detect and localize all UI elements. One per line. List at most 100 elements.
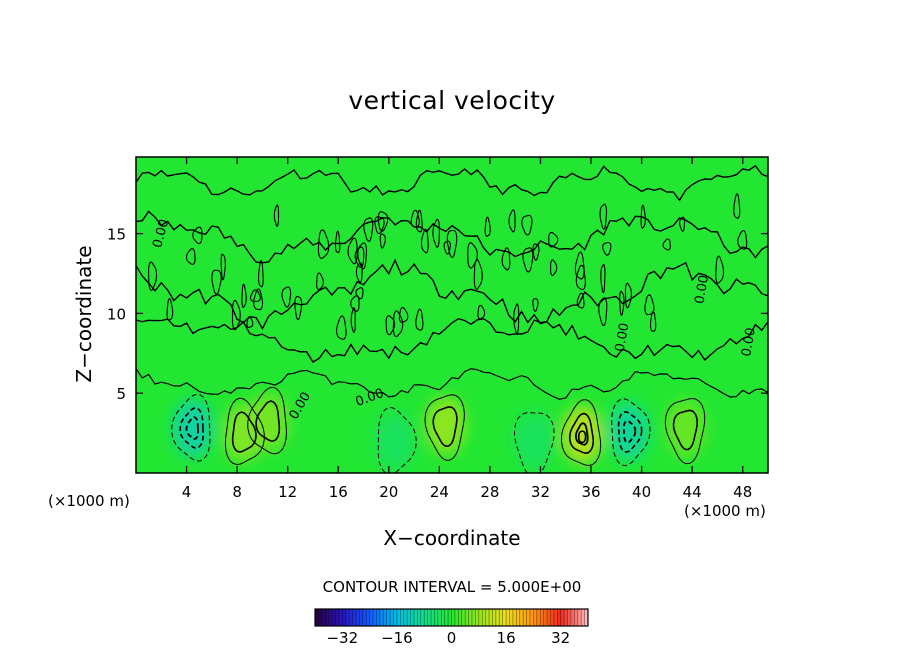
colorbar-cell — [349, 609, 353, 626]
contour-closed-n25 — [576, 292, 585, 309]
colorbar-cell — [407, 609, 411, 626]
contour-closed-n43 — [377, 211, 389, 232]
contour-line — [136, 164, 768, 202]
contour-closed-n23 — [521, 214, 533, 236]
contour-label-3: 0.00 — [613, 322, 633, 353]
contour-closed-n41 — [477, 304, 486, 320]
y-tick-label-5: 5 — [116, 385, 126, 403]
y-tick-label-10: 10 — [107, 305, 126, 323]
colorbar-cell — [376, 609, 381, 626]
contour-closed-n31 — [522, 247, 534, 273]
colorbar-cell — [400, 609, 405, 626]
contour-line — [136, 210, 768, 264]
contour-closed-n2 — [649, 310, 657, 332]
contour-closed-n1 — [316, 272, 324, 291]
contour-closed-n21 — [548, 232, 559, 248]
contour-closed-n35 — [733, 193, 741, 219]
contour-closed-n53 — [185, 248, 196, 265]
contour-lines — [136, 164, 768, 473]
field-blob-0 — [172, 399, 214, 458]
contour-closed-n49 — [355, 262, 363, 284]
colorbar-cell — [386, 609, 391, 626]
contour-closed-n17 — [273, 204, 280, 227]
colorbar-cell — [529, 609, 534, 626]
contour-closed-n27 — [679, 216, 686, 232]
colorbar-cell — [437, 609, 442, 626]
contour-closed-n61 — [246, 316, 254, 328]
x-tick-label-12: 12 — [278, 483, 297, 501]
contour-closed-n9 — [241, 283, 247, 309]
colorbar-cell — [519, 609, 524, 626]
colorbar: −32 −16 0 16 32 — [314, 608, 589, 647]
contour-closed-0c — [185, 416, 199, 440]
contour-closed-8b — [672, 409, 699, 451]
colorbar-cell — [495, 609, 500, 626]
colorbar-cell — [420, 609, 425, 626]
colorbar-cell — [454, 609, 459, 626]
field-blob-2 — [248, 393, 289, 451]
colorbar-cell — [444, 609, 449, 626]
colorbar-tick-label-2: 0 — [447, 629, 457, 647]
colorbar-cell — [373, 609, 377, 626]
contour-closed-6a — [560, 399, 602, 467]
contour-closed-n7 — [347, 237, 358, 265]
x-tick-label-20: 20 — [379, 483, 398, 501]
contour-closed-n3 — [715, 255, 725, 284]
colorbar-cell — [557, 609, 561, 626]
x-tick-label-36: 36 — [581, 483, 600, 501]
colorbar-cell — [366, 609, 370, 626]
colorbar-cell — [577, 609, 582, 626]
contour-closed-8a — [664, 397, 706, 465]
contour-closed-n46 — [575, 264, 586, 291]
contour-closed-n34 — [166, 298, 174, 321]
colorbar-cell — [403, 609, 408, 626]
colorbar-cell — [584, 609, 589, 626]
colorbar-cell — [379, 609, 384, 626]
x-tick-label-28: 28 — [480, 483, 499, 501]
colorbar-cell — [543, 609, 548, 626]
colorbar-cell — [509, 609, 514, 626]
contour-closed-n44 — [253, 288, 264, 311]
y-tick-label-15: 15 — [107, 226, 126, 244]
contour-line — [136, 368, 768, 400]
colorbar-cell — [390, 609, 394, 626]
contour-closed-n63 — [357, 242, 368, 270]
colorbar-cell — [417, 609, 422, 626]
colorbar-cell — [468, 609, 473, 626]
contour-closed-n5 — [598, 297, 608, 327]
contour-label-0: 0.00 — [150, 218, 172, 250]
field-blob-8 — [665, 399, 707, 458]
colorbar-cell — [451, 609, 456, 626]
colorbar-cell — [574, 609, 579, 626]
contour-closed-n66 — [532, 243, 540, 261]
colorbar-cell — [567, 609, 572, 626]
colorbar-cell — [345, 609, 350, 626]
colorbar-cell — [533, 609, 538, 626]
colorbar-cell — [424, 609, 428, 626]
colorbar-cell — [489, 609, 493, 626]
colorbar-cell — [325, 609, 329, 626]
x-tick-label-24: 24 — [430, 483, 449, 501]
colorbar-cell — [475, 609, 480, 626]
colorbar-cell — [560, 609, 565, 626]
contour-closed-7b — [617, 411, 643, 453]
colorbar-cell — [482, 609, 486, 626]
contour-closed-n8 — [363, 217, 374, 242]
field-blob-3 — [374, 412, 416, 470]
x-axis: 4 8 12 16 20 24 28 32 36 40 44 48 — [182, 157, 752, 501]
contour-closed-n45 — [231, 299, 241, 331]
colorbar-cell — [471, 609, 476, 626]
colorbar-cell — [547, 609, 551, 626]
contour-closed-n19 — [334, 230, 341, 254]
contour-closed-n69 — [602, 241, 612, 256]
field-blob-7 — [608, 402, 650, 461]
contour-closed-4b — [432, 406, 458, 448]
x-tick-label-32: 32 — [531, 483, 550, 501]
x-tick-label-4: 4 — [182, 483, 192, 501]
contour-closed-n24 — [420, 228, 429, 254]
contour-label-6: 0 — [577, 428, 588, 448]
colorbar-cell — [342, 609, 347, 626]
velocity-field — [136, 157, 768, 473]
colorbar-cell — [427, 609, 432, 626]
